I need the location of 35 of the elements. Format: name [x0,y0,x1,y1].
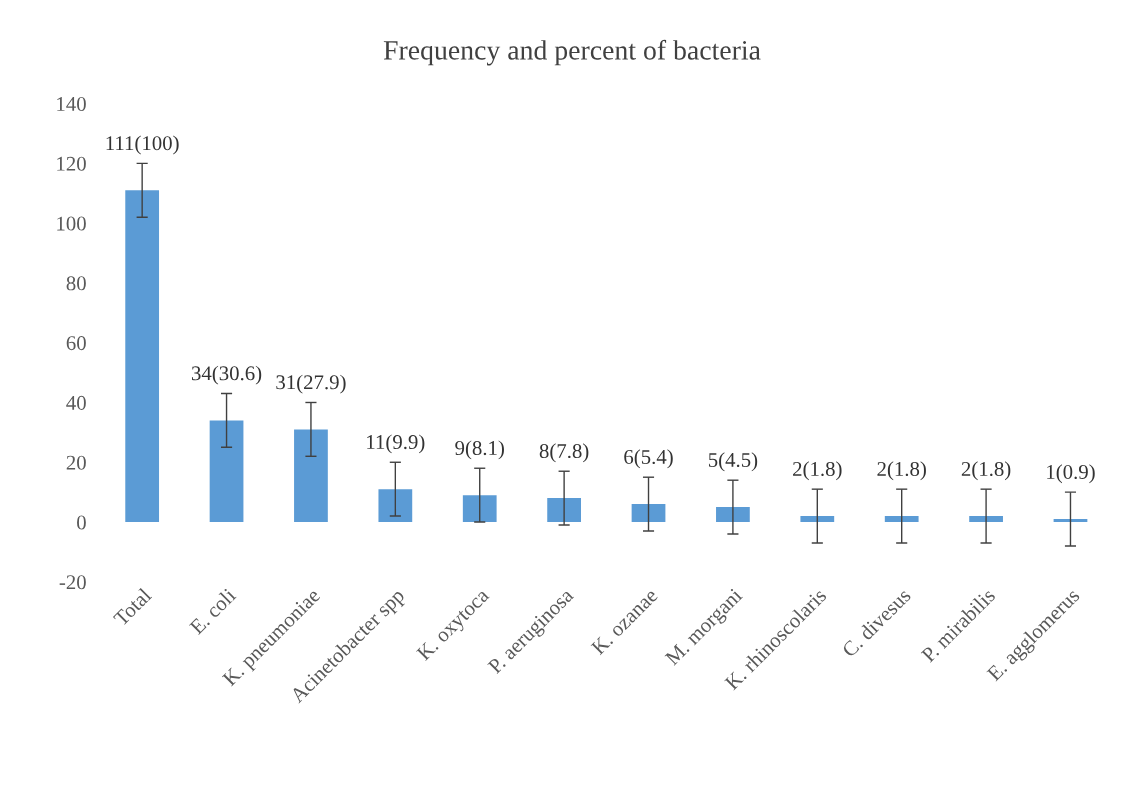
data-label: 8(7.8) [539,443,589,463]
y-tick-label: -20 [59,575,86,590]
chart-title: Frequency and percent of bacteria [383,39,761,66]
x-tick-label: E. coli [188,586,237,636]
data-label: 11(9.9) [367,434,425,454]
y-tick-label: 120 [57,156,86,171]
data-label: 6(5.4) [624,449,673,469]
bar [462,495,497,523]
bar [294,429,328,523]
data-label: 31(27.9) [276,374,346,394]
bar [631,504,666,523]
bar [969,516,1003,523]
data-label: 1(0.9) [1047,464,1095,484]
data-label: 2(1.8) [961,461,1011,481]
data-label: 9(8.1) [455,440,504,460]
bar [884,516,919,523]
data-label: 34(30.6) [191,365,262,385]
bar [1053,519,1088,523]
bar [716,507,750,523]
data-label: 5(4.5) [708,452,758,472]
bar [378,489,413,523]
y-tick-label: 140 [57,96,86,112]
y-tick-label: 40 [66,395,86,410]
data-label: 2(1.8) [877,461,926,481]
y-tick-label: 80 [66,276,86,291]
y-tick-label: 100 [57,216,86,231]
data-label: 111(100) [106,135,179,155]
bar [547,498,581,523]
y-tick-label: 20 [66,455,86,470]
y-tick-label: 0 [77,515,86,530]
bar [125,190,160,523]
data-label: 2(1.8) [793,461,842,481]
bar [800,516,835,523]
bar [209,420,244,523]
y-tick-label: 60 [66,336,86,351]
